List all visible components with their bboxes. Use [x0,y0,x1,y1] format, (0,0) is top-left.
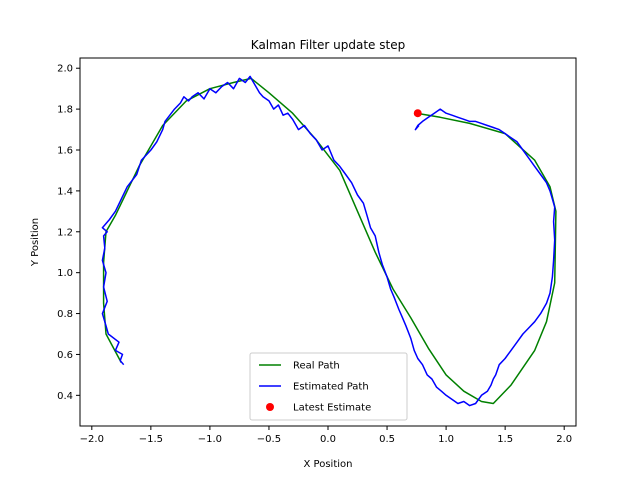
x-tick-label: −1.5 [139,434,163,445]
x-tick-label: 1.0 [438,434,454,445]
legend: Real Path Estimated Path Latest Estimate [249,352,408,421]
y-tick-label: 0.8 [57,309,73,320]
legend-label-estimated-path: Estimated Path [293,382,369,393]
x-tick-label: −2.0 [80,434,104,445]
y-tick-label: 1.2 [57,227,73,238]
legend-swatch-latest-estimate [266,403,274,411]
y-tick-label: 1.8 [57,105,73,116]
x-axis-label: X Position [304,459,353,470]
y-tick-label: 2.0 [57,64,73,75]
x-tick-label: 0.0 [320,434,336,445]
x-tick-label: 0.5 [379,434,395,445]
estimated-path-line [101,75,556,407]
x-axis: −2.0 −1.5 −1.0 −0.5 0.0 0.5 1.0 1.5 2.0 [80,426,572,445]
legend-box [249,352,408,421]
legend-label-latest-estimate: Latest Estimate [293,403,371,414]
legend-label-real-path: Real Path [293,361,340,372]
y-tick-label: 1.4 [57,186,73,197]
x-tick-label: −1.0 [198,434,222,445]
y-axis-label: Y Position [30,218,41,267]
x-tick-label: −0.5 [257,434,281,445]
latest-estimate-point [413,109,422,118]
y-tick-label: 1.0 [57,268,73,279]
x-tick-label: 1.5 [497,434,513,445]
plot-area [101,75,557,407]
y-tick-label: 0.4 [57,391,73,402]
x-tick-label: 2.0 [556,434,572,445]
y-tick-label: 0.6 [57,350,73,361]
chart-title: Kalman Filter update step [251,38,405,52]
y-tick-label: 1.6 [57,146,73,157]
y-axis: 0.4 0.6 0.8 1.0 1.2 1.4 1.6 1.8 2.0 [57,64,80,402]
